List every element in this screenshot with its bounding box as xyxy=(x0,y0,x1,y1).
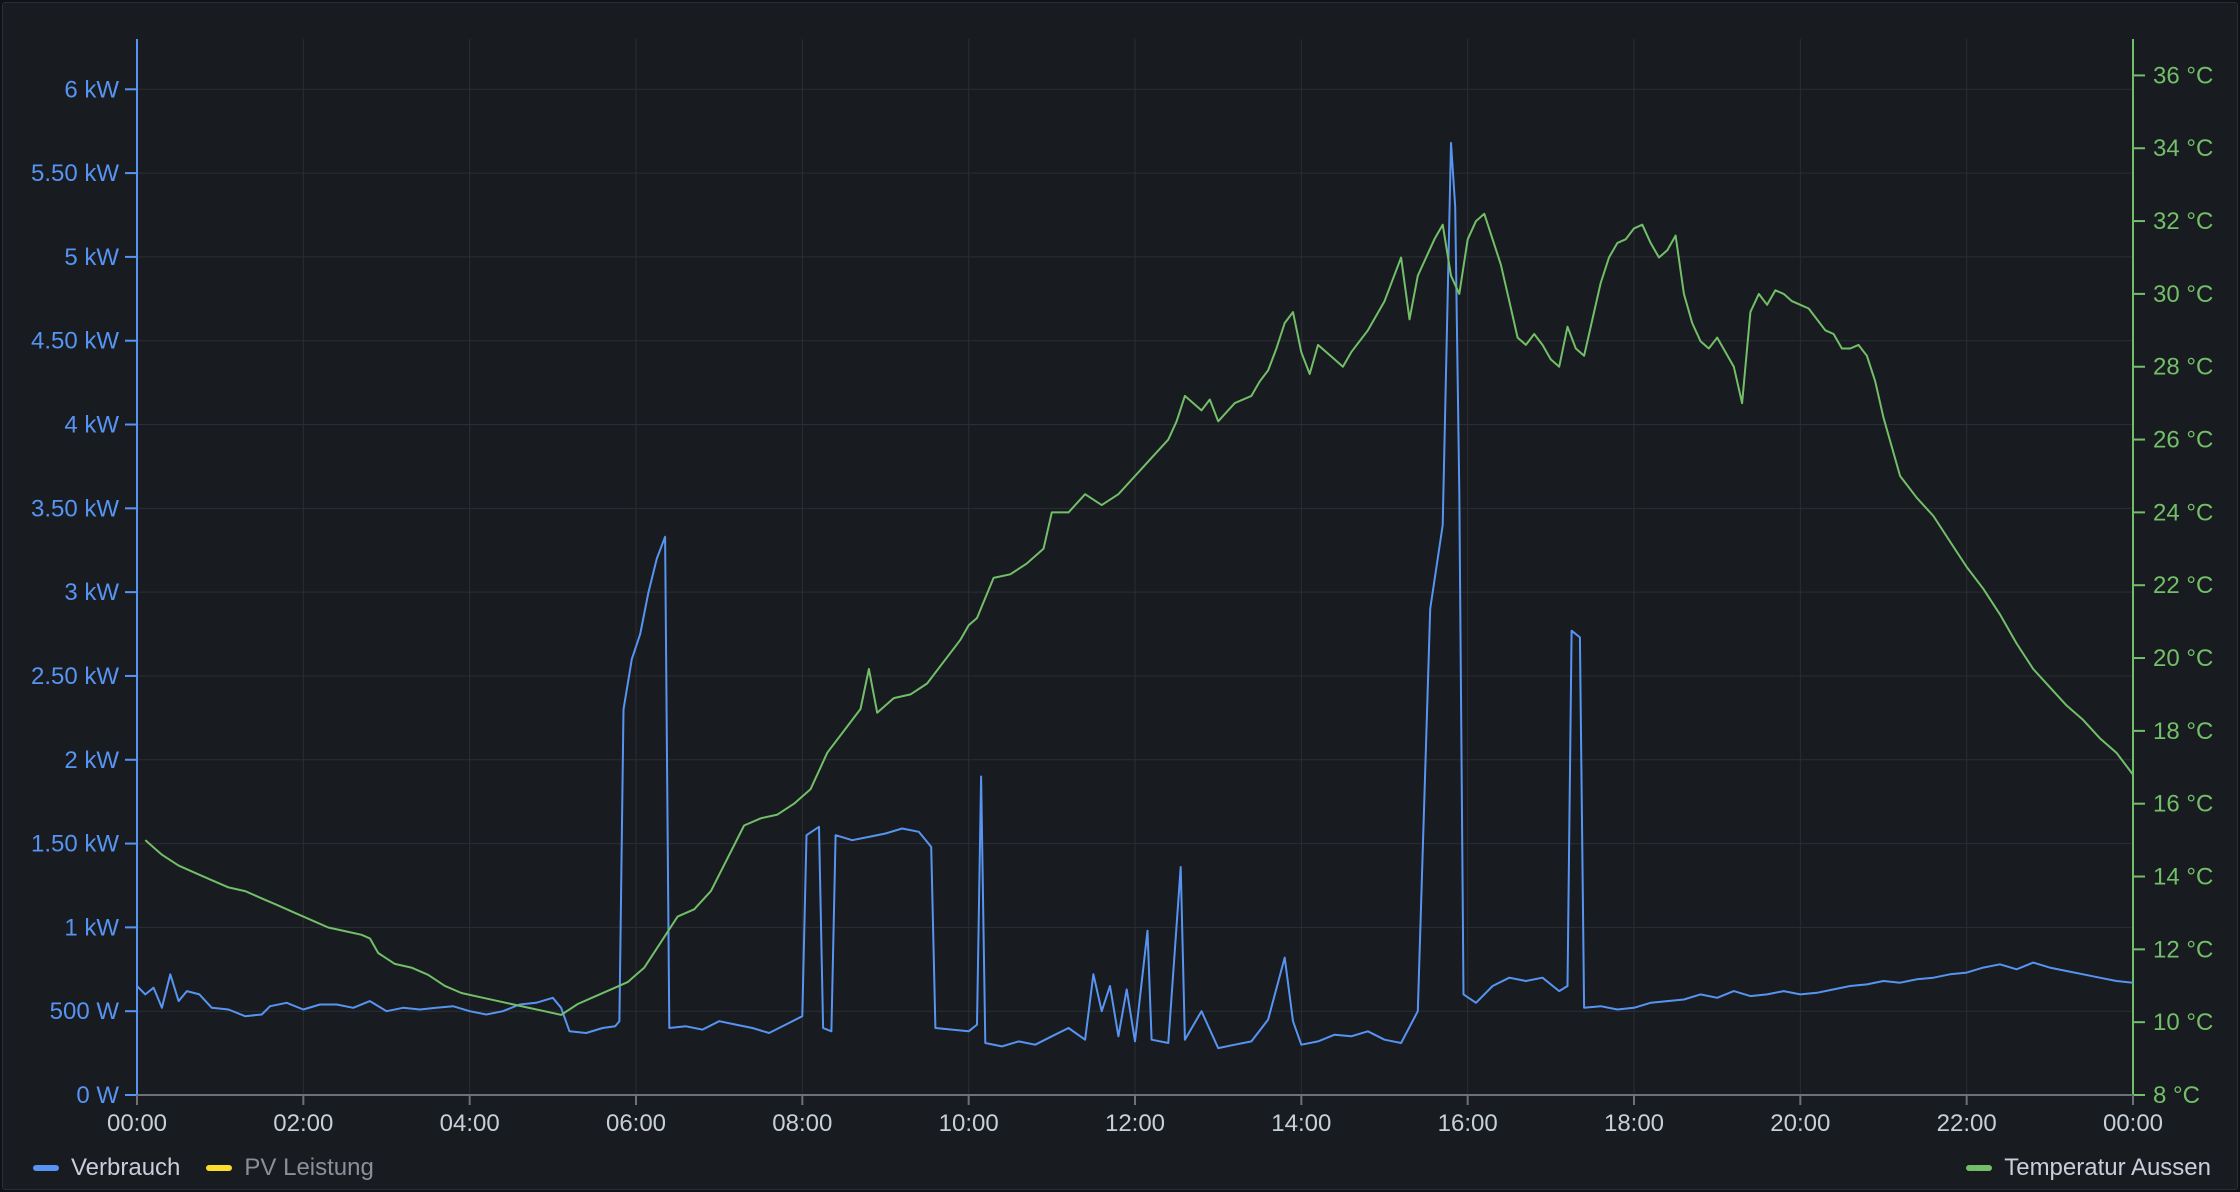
y-left-tick-label: 2 kW xyxy=(64,747,119,774)
x-tick-label: 08:00 xyxy=(772,1110,832,1137)
legend-swatch xyxy=(1966,1165,1993,1171)
timeseries-chart[interactable]: 0 W 500 W 1 kW 1.50 kW 2 kW 2.50 kW 3 kW 3.50 k… xyxy=(3,3,2237,1189)
y-left-tick-label: 1.50 kW xyxy=(31,831,119,858)
x-tick-label: 14:00 xyxy=(1271,1110,1331,1137)
y-left-tick-label: 4 kW xyxy=(64,412,119,439)
x-tick-label: 04:00 xyxy=(440,1110,500,1137)
legend-label: Verbrauch xyxy=(71,1154,181,1181)
legend-left: Verbrauch PV Leistung xyxy=(33,1153,374,1183)
y-left-tick-label: 500 W xyxy=(50,998,120,1025)
series-line-temperatur-aussen[interactable] xyxy=(144,212,2134,1016)
y-left-tick-label: 3 kW xyxy=(64,579,119,606)
y-left-tick-label: 4.50 kW xyxy=(31,328,119,355)
x-tick-label: 10:00 xyxy=(939,1110,999,1137)
legend-right: Temperatur Aussen xyxy=(1966,1153,2211,1183)
y-left-tick-label: 0 W xyxy=(76,1082,119,1109)
y-right-tick-label: 32 °C xyxy=(2153,208,2213,235)
x-tick-label: 06:00 xyxy=(606,1110,666,1137)
y-left-tick-label: 1 kW xyxy=(64,914,119,941)
y-right-tick-label: 12 °C xyxy=(2153,936,2213,963)
y-right-tick-label: 14 °C xyxy=(2153,864,2213,891)
y-right-tick-label: 18 °C xyxy=(2153,718,2213,745)
y-left-tick-label: 5 kW xyxy=(64,244,119,271)
legend-swatch xyxy=(33,1165,59,1171)
x-tick-label: 00:00 xyxy=(2103,1110,2163,1137)
y-right-tick-label: 22 °C xyxy=(2153,572,2213,599)
y-right-tick-label: 34 °C xyxy=(2153,135,2213,162)
x-tick-label: 20:00 xyxy=(1770,1110,1830,1137)
y-left-tick-label: 5.50 kW xyxy=(31,160,119,187)
x-tick-label: 16:00 xyxy=(1438,1110,1498,1137)
grid-lines xyxy=(136,39,2134,1096)
x-tick-label: 22:00 xyxy=(1937,1110,1997,1137)
x-tick-label: 02:00 xyxy=(273,1110,333,1137)
axes xyxy=(125,39,2145,1105)
y-right-tick-label: 30 °C xyxy=(2153,281,2213,308)
y-right-tick-label: 16 °C xyxy=(2153,791,2213,818)
legend-item-verbrauch[interactable]: Verbrauch xyxy=(33,1154,180,1182)
x-tick-label: 00:00 xyxy=(107,1110,167,1137)
legend-swatch xyxy=(206,1165,233,1171)
legend-label: PV Leistung xyxy=(244,1154,374,1181)
y-right-tick-label: 24 °C xyxy=(2153,499,2213,526)
y-left-tick-label: 2.50 kW xyxy=(31,663,119,690)
legend-item-pv-leistung[interactable]: PV Leistung xyxy=(206,1154,374,1182)
y-left-tick-label: 3.50 kW xyxy=(31,495,119,522)
y-right-tick-label: 36 °C xyxy=(2153,62,2213,89)
y-right-tick-label: 26 °C xyxy=(2153,427,2213,454)
y-right-tick-label: 28 °C xyxy=(2153,354,2213,381)
y-right-tick-label: 8 °C xyxy=(2153,1082,2200,1109)
x-tick-label: 18:00 xyxy=(1604,1110,1664,1137)
tick-labels: 0 W 500 W 1 kW 1.50 kW 2 kW 2.50 kW 3 kW 3.50 k… xyxy=(31,62,2213,1137)
series-line-verbrauch[interactable] xyxy=(136,141,2134,1050)
y-right-tick-label: 10 °C xyxy=(2153,1009,2213,1036)
y-left-tick-label: 6 kW xyxy=(64,76,119,103)
x-tick-label: 12:00 xyxy=(1105,1110,1165,1137)
legend-label: Temperatur Aussen xyxy=(2004,1154,2211,1181)
legend-item-temperatur-aussen[interactable]: Temperatur Aussen xyxy=(1966,1154,2211,1182)
y-right-tick-label: 20 °C xyxy=(2153,645,2213,672)
series-lines[interactable] xyxy=(136,141,2134,1050)
